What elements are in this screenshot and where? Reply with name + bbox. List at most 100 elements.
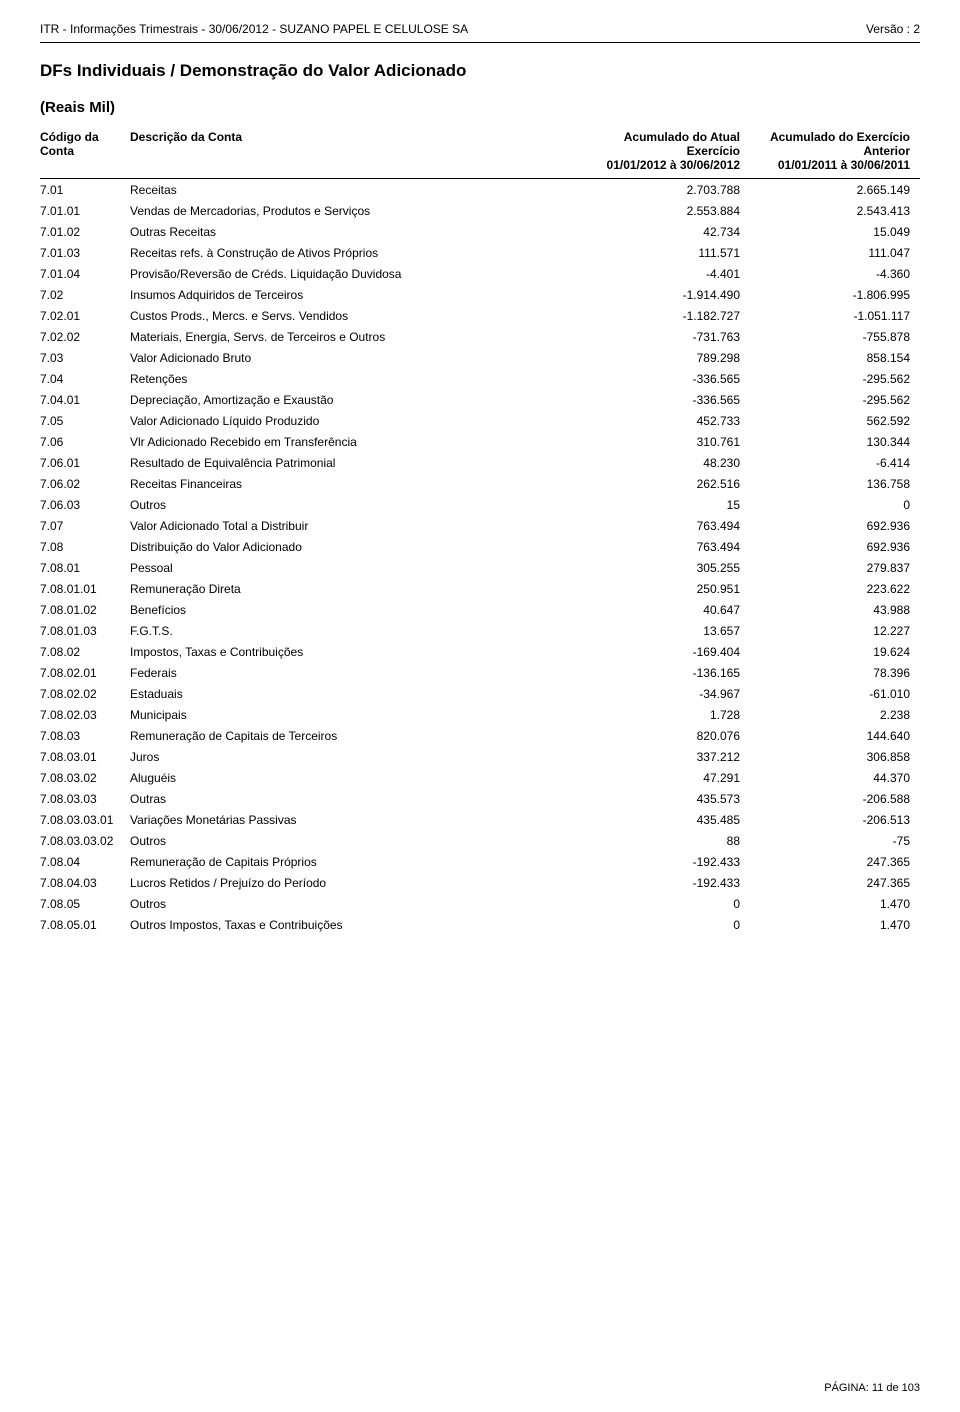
- cell-val1: 42.734: [580, 221, 750, 242]
- cell-code: 7.08.04.03: [40, 872, 130, 893]
- cell-code: 7.02.02: [40, 326, 130, 347]
- cell-val2: 12.227: [750, 620, 920, 641]
- cell-val1: -169.404: [580, 641, 750, 662]
- cell-code: 7.08.01.01: [40, 578, 130, 599]
- table-row: 7.08.05.01Outros Impostos, Taxas e Contr…: [40, 914, 920, 935]
- cell-code: 7.08.02.02: [40, 683, 130, 704]
- doc-header-right: Versão : 2: [866, 22, 920, 36]
- cell-desc: Materiais, Energia, Servs. de Terceiros …: [130, 326, 580, 347]
- col-header-val2-l3: 01/01/2011 à 30/06/2011: [778, 158, 910, 172]
- cell-desc: Outros Impostos, Taxas e Contribuições: [130, 914, 580, 935]
- cell-val2: 78.396: [750, 662, 920, 683]
- cell-val2: -4.360: [750, 263, 920, 284]
- col-header-desc-text: Descrição da Conta: [130, 130, 242, 144]
- page-title: DFs Individuais / Demonstração do Valor …: [40, 61, 920, 81]
- cell-code: 7.08.04: [40, 851, 130, 872]
- cell-code: 7.07: [40, 515, 130, 536]
- cell-val1: 0: [580, 893, 750, 914]
- cell-desc: Federais: [130, 662, 580, 683]
- col-header-desc: Descrição da Conta: [130, 126, 580, 179]
- cell-desc: Depreciação, Amortização e Exaustão: [130, 389, 580, 410]
- cell-desc: Valor Adicionado Bruto: [130, 347, 580, 368]
- cell-val1: 789.298: [580, 347, 750, 368]
- table-row: 7.08.02.01Federais-136.16578.396: [40, 662, 920, 683]
- cell-desc: Resultado de Equivalência Patrimonial: [130, 452, 580, 473]
- cell-val1: -731.763: [580, 326, 750, 347]
- table-row: 7.08.02.02Estaduais-34.967-61.010: [40, 683, 920, 704]
- cell-val2: 130.344: [750, 431, 920, 452]
- cell-code: 7.08.03.03.01: [40, 809, 130, 830]
- cell-val2: -75: [750, 830, 920, 851]
- cell-code: 7.08.01.03: [40, 620, 130, 641]
- cell-code: 7.08: [40, 536, 130, 557]
- cell-desc: Lucros Retidos / Prejuízo do Período: [130, 872, 580, 893]
- cell-val1: -336.565: [580, 389, 750, 410]
- col-header-code: Código da Conta: [40, 126, 130, 179]
- cell-val2: 279.837: [750, 557, 920, 578]
- doc-header-left: ITR - Informações Trimestrais - 30/06/20…: [40, 22, 468, 36]
- cell-val1: 763.494: [580, 515, 750, 536]
- cell-desc: Outras: [130, 788, 580, 809]
- cell-desc: Municipais: [130, 704, 580, 725]
- cell-code: 7.04: [40, 368, 130, 389]
- cell-val2: 692.936: [750, 536, 920, 557]
- table-row: 7.08.03.03.02Outros88-75: [40, 830, 920, 851]
- cell-code: 7.06.03: [40, 494, 130, 515]
- cell-val2: -206.513: [750, 809, 920, 830]
- cell-val2: 692.936: [750, 515, 920, 536]
- cell-desc: Custos Prods., Mercs. e Servs. Vendidos: [130, 305, 580, 326]
- cell-code: 7.05: [40, 410, 130, 431]
- cell-code: 7.06: [40, 431, 130, 452]
- table-row: 7.02.01Custos Prods., Mercs. e Servs. Ve…: [40, 305, 920, 326]
- cell-desc: F.G.T.S.: [130, 620, 580, 641]
- cell-val2: 2.238: [750, 704, 920, 725]
- cell-val1: 310.761: [580, 431, 750, 452]
- cell-val2: -1.051.117: [750, 305, 920, 326]
- cell-code: 7.01.01: [40, 200, 130, 221]
- cell-val1: -192.433: [580, 851, 750, 872]
- table-row: 7.06.02Receitas Financeiras262.516136.75…: [40, 473, 920, 494]
- cell-desc: Aluguéis: [130, 767, 580, 788]
- cell-val1: -4.401: [580, 263, 750, 284]
- table-row: 7.06.03Outros150: [40, 494, 920, 515]
- cell-val2: 247.365: [750, 851, 920, 872]
- table-row: 7.04Retenções-336.565-295.562: [40, 368, 920, 389]
- cell-code: 7.08.01: [40, 557, 130, 578]
- cell-val1: 1.728: [580, 704, 750, 725]
- cell-val1: 435.573: [580, 788, 750, 809]
- cell-code: 7.01.02: [40, 221, 130, 242]
- cell-val1: 13.657: [580, 620, 750, 641]
- table-row: 7.08.03.02Aluguéis47.29144.370: [40, 767, 920, 788]
- cell-val1: -1.914.490: [580, 284, 750, 305]
- cell-desc: Receitas: [130, 179, 580, 201]
- table-row: 7.01.01Vendas de Mercadorias, Produtos e…: [40, 200, 920, 221]
- cell-desc: Remuneração de Capitais Próprios: [130, 851, 580, 872]
- table-header-row: Código da Conta Descrição da Conta Acumu…: [40, 126, 920, 179]
- cell-val1: 48.230: [580, 452, 750, 473]
- col-header-val1-l2: Exercício: [687, 144, 740, 158]
- table-row: 7.08.01.03F.G.T.S.13.65712.227: [40, 620, 920, 641]
- cell-val2: 247.365: [750, 872, 920, 893]
- cell-val1: -192.433: [580, 872, 750, 893]
- table-row: 7.08.01Pessoal305.255279.837: [40, 557, 920, 578]
- cell-code: 7.08.05.01: [40, 914, 130, 935]
- cell-val2: -1.806.995: [750, 284, 920, 305]
- table-body: 7.01Receitas2.703.7882.665.1497.01.01Ven…: [40, 179, 920, 936]
- table-row: 7.08.01.02Benefícios40.64743.988: [40, 599, 920, 620]
- cell-val1: 47.291: [580, 767, 750, 788]
- table-row: 7.08.03.03.01Variações Monetárias Passiv…: [40, 809, 920, 830]
- cell-val2: 306.858: [750, 746, 920, 767]
- cell-code: 7.08.02.03: [40, 704, 130, 725]
- cell-val1: 337.212: [580, 746, 750, 767]
- cell-val2: 223.622: [750, 578, 920, 599]
- table-row: 7.08.03.03Outras435.573-206.588: [40, 788, 920, 809]
- cell-val1: 305.255: [580, 557, 750, 578]
- cell-desc: Receitas Financeiras: [130, 473, 580, 494]
- table-row: 7.08.02.03Municipais1.7282.238: [40, 704, 920, 725]
- cell-val1: 111.571: [580, 242, 750, 263]
- cell-val2: 2.665.149: [750, 179, 920, 201]
- cell-desc: Vlr Adicionado Recebido em Transferência: [130, 431, 580, 452]
- col-header-val1: Acumulado do Atual Exercício 01/01/2012 …: [580, 126, 750, 179]
- cell-val2: 1.470: [750, 914, 920, 935]
- cell-desc: Estaduais: [130, 683, 580, 704]
